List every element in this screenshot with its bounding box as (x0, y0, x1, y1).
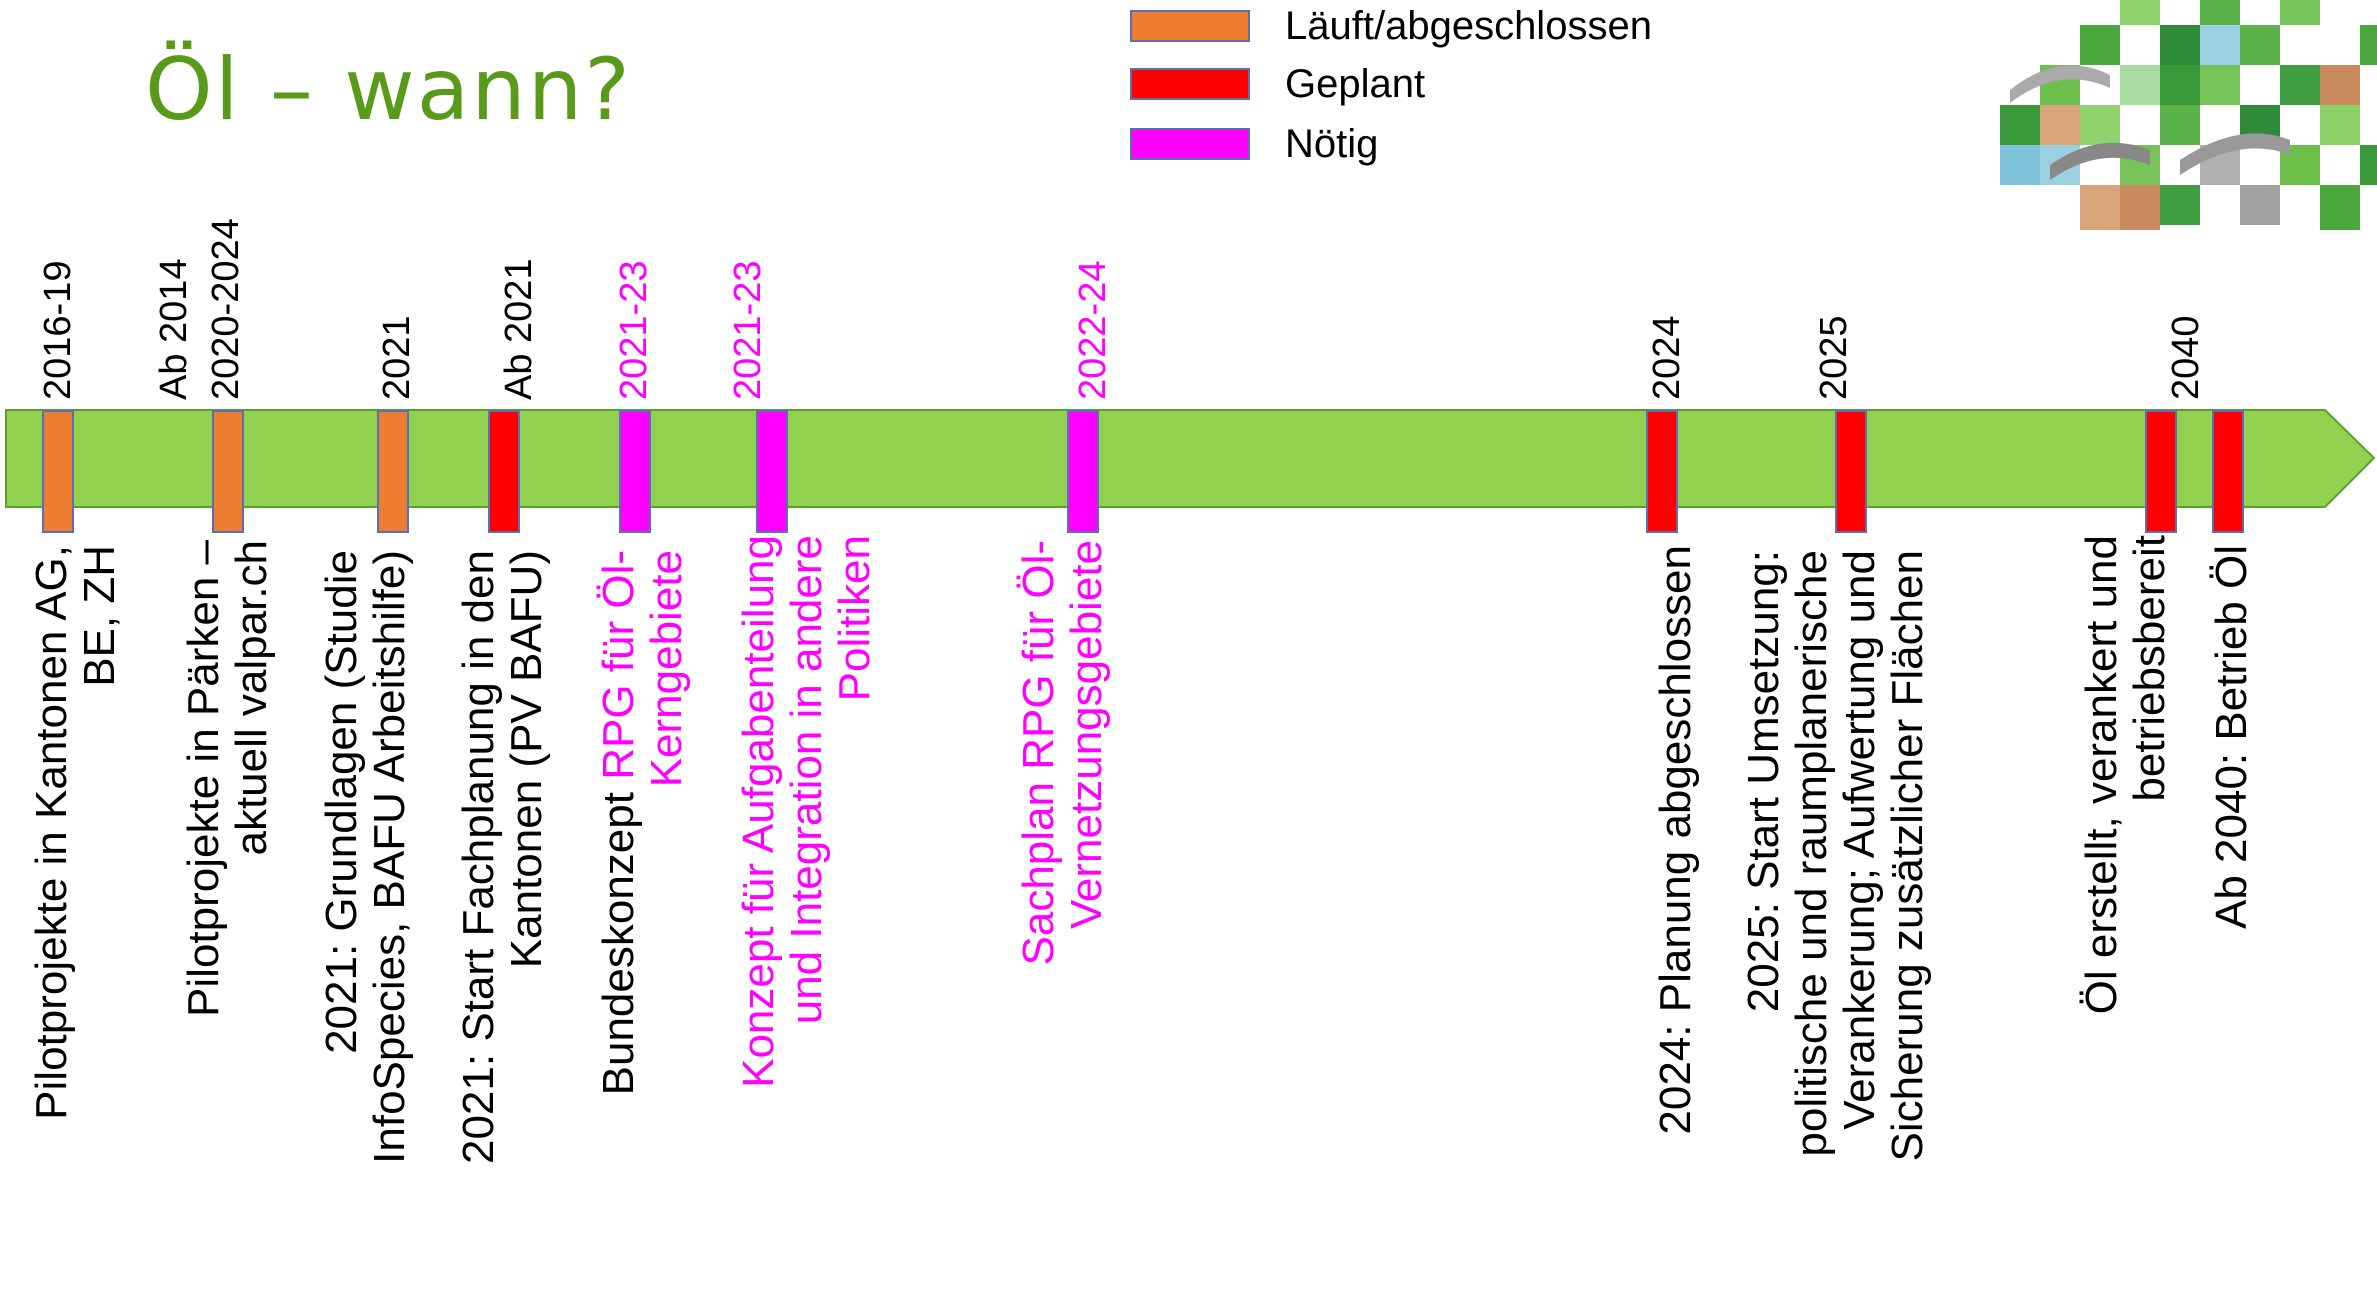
legend-label-geplant: Geplant (1285, 61, 1426, 106)
year-label: 2020-2024 (205, 218, 247, 400)
year-label: Ab 2014 (153, 258, 195, 400)
marker-2025 (1835, 410, 1867, 533)
marker-2040-a (2145, 410, 2177, 533)
year-label: Ab 2021 (498, 258, 540, 400)
page-title: Öl – wann? (145, 40, 632, 140)
legend-label-laeuft: Läuft/abgeschlossen (1285, 3, 1652, 48)
description-bundeskonzept: Bundeskonzept RPG für Öl- Kerngebiete (594, 550, 691, 1096)
year-label: 2024 (1646, 315, 1688, 400)
description-fachplanung: 2021: Start Fachplanung in den Kantonen … (454, 550, 551, 1165)
legend-label-noetig: Nötig (1285, 121, 1379, 166)
description-grundlagen: 2021: Grundlagen (Studie InfoSpecies, BA… (317, 550, 414, 1164)
description-oel-erstellt: Öl erstellt, verankert und betriebsberei… (2077, 535, 2174, 1015)
year-label: 2022-24 (1072, 260, 1114, 400)
description-pilot-paerken: Pilotprojekte in Pärken – aktuell valpar… (179, 540, 276, 1017)
marker-2016-19 (42, 410, 74, 533)
description-betrieb: Ab 2040: Betrieb Öl (2207, 545, 2256, 930)
year-label: 2021 (376, 315, 418, 400)
marker-2021-23-b (756, 410, 788, 533)
year-label: 2025 (1813, 315, 1855, 400)
year-label: 2021-23 (727, 260, 769, 400)
legend-item-laeuft: Läuft/abgeschlossen (1130, 3, 1652, 48)
marker-2022-24 (1067, 410, 1099, 533)
marker-2024 (1646, 410, 1678, 533)
description-sachplan: Sachplan RPG für Öl- Vernetzungsgebiete (1014, 540, 1111, 966)
description-planung-abgeschlossen: 2024: Planung abgeschlossen (1651, 545, 1700, 1135)
timeline-arrow (5, 409, 2376, 508)
tile-mosaic-logo (2000, 0, 2377, 230)
marker-2021 (377, 410, 409, 533)
marker-2020-2024 (212, 410, 244, 533)
description-konzept-aufgabenteilung: Konzept für Aufgabenteilung und Integrat… (734, 535, 879, 1088)
legend-swatch-noetig (1130, 128, 1250, 160)
legend-item-geplant: Geplant (1130, 61, 1426, 106)
description-umsetzung: 2025: Start Umsetzung: politische und ra… (1739, 550, 1932, 1162)
marker-2040-b (2212, 410, 2244, 533)
mosaic-tiles (2000, 0, 2377, 230)
year-label: 2021-23 (613, 260, 655, 400)
legend-swatch-geplant (1130, 68, 1250, 100)
legend-item-noetig: Nötig (1130, 121, 1379, 166)
year-label: 2040 (2165, 315, 2207, 400)
legend-swatch-laeuft (1130, 10, 1250, 42)
description-pilot-kantone: Pilotprojekte in Kantonen AG, BE, ZH (27, 545, 124, 1120)
year-label: 2016-19 (37, 260, 79, 400)
marker-2021-23-a (619, 410, 651, 533)
marker-ab-2021 (488, 410, 520, 533)
